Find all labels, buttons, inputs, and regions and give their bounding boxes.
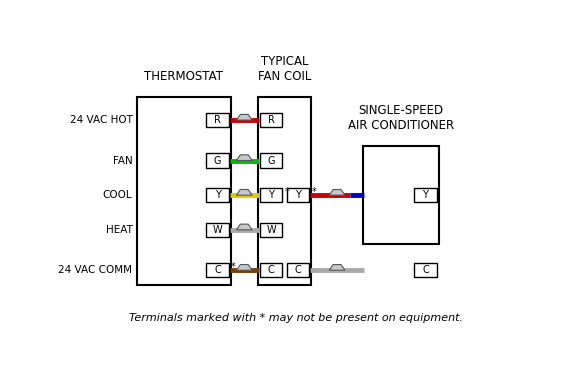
Bar [363,146,439,244]
Bar [287,263,309,278]
Bar [207,113,228,127]
Bar [207,188,228,202]
Bar [260,188,282,202]
Text: 24 VAC HOT: 24 VAC HOT [70,115,133,125]
Polygon shape [237,155,252,160]
Bar [207,153,228,168]
Polygon shape [237,224,252,230]
Text: Terminals marked with * may not be present on equipment.: Terminals marked with * may not be prese… [129,313,463,323]
Bar [137,97,231,285]
Text: *: * [231,262,235,272]
Text: TYPICAL
FAN COIL: TYPICAL FAN COIL [258,54,311,82]
Text: Y: Y [422,190,428,200]
Text: 24 VAC COMM: 24 VAC COMM [58,265,133,275]
Text: SINGLE-SPEED
AIR CONDITIONER: SINGLE-SPEED AIR CONDITIONER [348,104,454,132]
Text: Y: Y [268,190,274,200]
Bar [414,188,437,202]
Text: COOL: COOL [103,190,133,200]
Polygon shape [329,189,345,195]
Text: C: C [295,265,301,275]
Bar [260,223,282,237]
Bar [207,223,228,237]
Bar [258,97,312,285]
Text: G: G [267,156,275,165]
Text: *: * [284,186,289,196]
Text: Y: Y [295,190,301,200]
Text: G: G [213,156,221,165]
Text: C: C [422,265,429,275]
Text: Y: Y [215,190,220,200]
Text: THERMOSTAT: THERMOSTAT [144,69,223,82]
Bar [414,263,437,278]
Text: C: C [268,265,275,275]
Text: *: * [312,186,316,196]
Polygon shape [237,189,252,195]
Polygon shape [329,265,345,270]
Text: R: R [214,115,221,125]
Text: FAN: FAN [113,156,133,165]
Text: W: W [267,225,276,235]
Text: HEAT: HEAT [106,225,133,235]
Bar [260,153,282,168]
Bar [207,263,228,278]
Polygon shape [237,114,252,120]
Bar [287,188,309,202]
Polygon shape [237,265,252,270]
Text: C: C [214,265,221,275]
Text: R: R [268,115,275,125]
Bar [260,113,282,127]
Bar [260,263,282,278]
Text: W: W [213,225,222,235]
